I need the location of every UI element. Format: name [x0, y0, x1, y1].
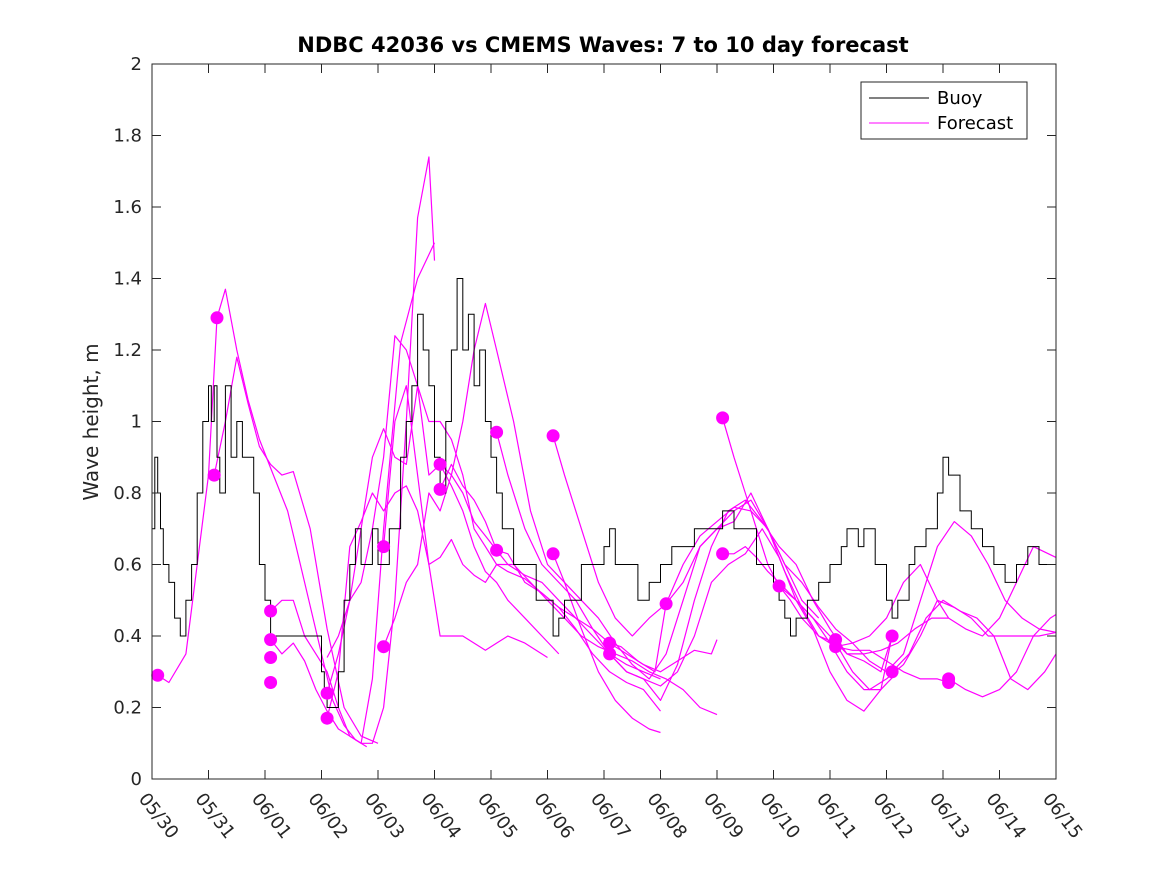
forecast-start-marker — [716, 411, 730, 425]
forecast-start-marker — [942, 676, 956, 689]
forecast-start-marker — [264, 676, 278, 689]
y-axis-label: Wave height, m — [79, 343, 103, 500]
forecast-start-marker — [264, 633, 278, 647]
legend: Buoy Forecast — [860, 81, 1028, 140]
y-tick-label: 0.6 — [113, 555, 142, 576]
forecast-start-marker — [772, 579, 786, 593]
legend-forecast-label: Forecast — [937, 113, 1013, 134]
forecast-start-marker — [490, 543, 504, 557]
forecast-run-line-3 — [270, 242, 436, 744]
forecast-start-marker — [885, 665, 899, 679]
forecast-start-marker — [377, 640, 391, 654]
legend-buoy-label: Buoy — [937, 88, 983, 109]
forecast-start-marker — [377, 540, 391, 554]
y-tick-label: 1 — [131, 412, 142, 433]
forecast-run-line-18 — [778, 545, 1057, 655]
forecast-start-marker — [320, 711, 334, 725]
y-tick-label: 1.6 — [113, 197, 142, 218]
forecast-start-marker — [490, 425, 504, 439]
y-tick-label: 2 — [131, 54, 142, 75]
forecast-run-line-0 — [157, 288, 368, 748]
forecast-run-line-7 — [383, 302, 820, 680]
forecast-start-marker — [716, 547, 730, 561]
forecast-start-marker — [885, 629, 899, 643]
plot-background — [152, 64, 1056, 779]
forecast-run-line-8 — [383, 385, 548, 659]
forecast-start-marker — [264, 651, 278, 664]
forecast-start-marker — [433, 457, 447, 471]
forecast-start-marker — [603, 636, 617, 650]
y-tick-label: 0.2 — [113, 698, 142, 719]
forecast-run-line-11 — [496, 432, 893, 702]
forecast-start-marker — [151, 668, 165, 682]
forecast-start-marker — [659, 597, 673, 611]
plot-area — [152, 64, 1056, 779]
y-tick-label: 0.8 — [113, 483, 142, 504]
y-tick-label: 0.4 — [113, 626, 142, 647]
legend-box — [860, 81, 1028, 140]
forecast-run-line-10 — [439, 463, 718, 673]
forecast-start-marker — [829, 640, 843, 654]
forecast-start-marker — [207, 468, 221, 482]
y-tick-label: 1.8 — [113, 126, 142, 147]
forecast-start-marker — [433, 482, 447, 496]
forecast-start-marker — [264, 604, 278, 618]
forecast-run-line-15 — [609, 653, 661, 680]
forecast-run-line-1 — [213, 356, 379, 744]
forecast-run-line-6 — [326, 485, 718, 719]
y-tick-label: 1.4 — [113, 269, 142, 290]
forecast-run-line-14 — [609, 506, 1057, 673]
forecast-start-marker — [546, 547, 560, 561]
forecast-start-marker — [210, 311, 224, 325]
series-layer — [151, 156, 1057, 748]
forecast-run-line-21 — [948, 613, 1057, 698]
forecast-start-marker — [546, 429, 560, 443]
y-tick-label: 0 — [131, 769, 142, 790]
forecast-run-line-12 — [552, 435, 950, 648]
chart-title: NDBC 42036 vs CMEMS Waves: 7 to 10 day f… — [297, 33, 908, 57]
forecast-run-line-20 — [891, 599, 1057, 691]
y-tick-label: 1.2 — [113, 340, 142, 361]
forecast-run-line-13 — [552, 553, 661, 734]
forecast-start-marker — [603, 647, 617, 661]
forecast-start-marker — [320, 686, 334, 700]
buoy-line — [152, 278, 1056, 708]
